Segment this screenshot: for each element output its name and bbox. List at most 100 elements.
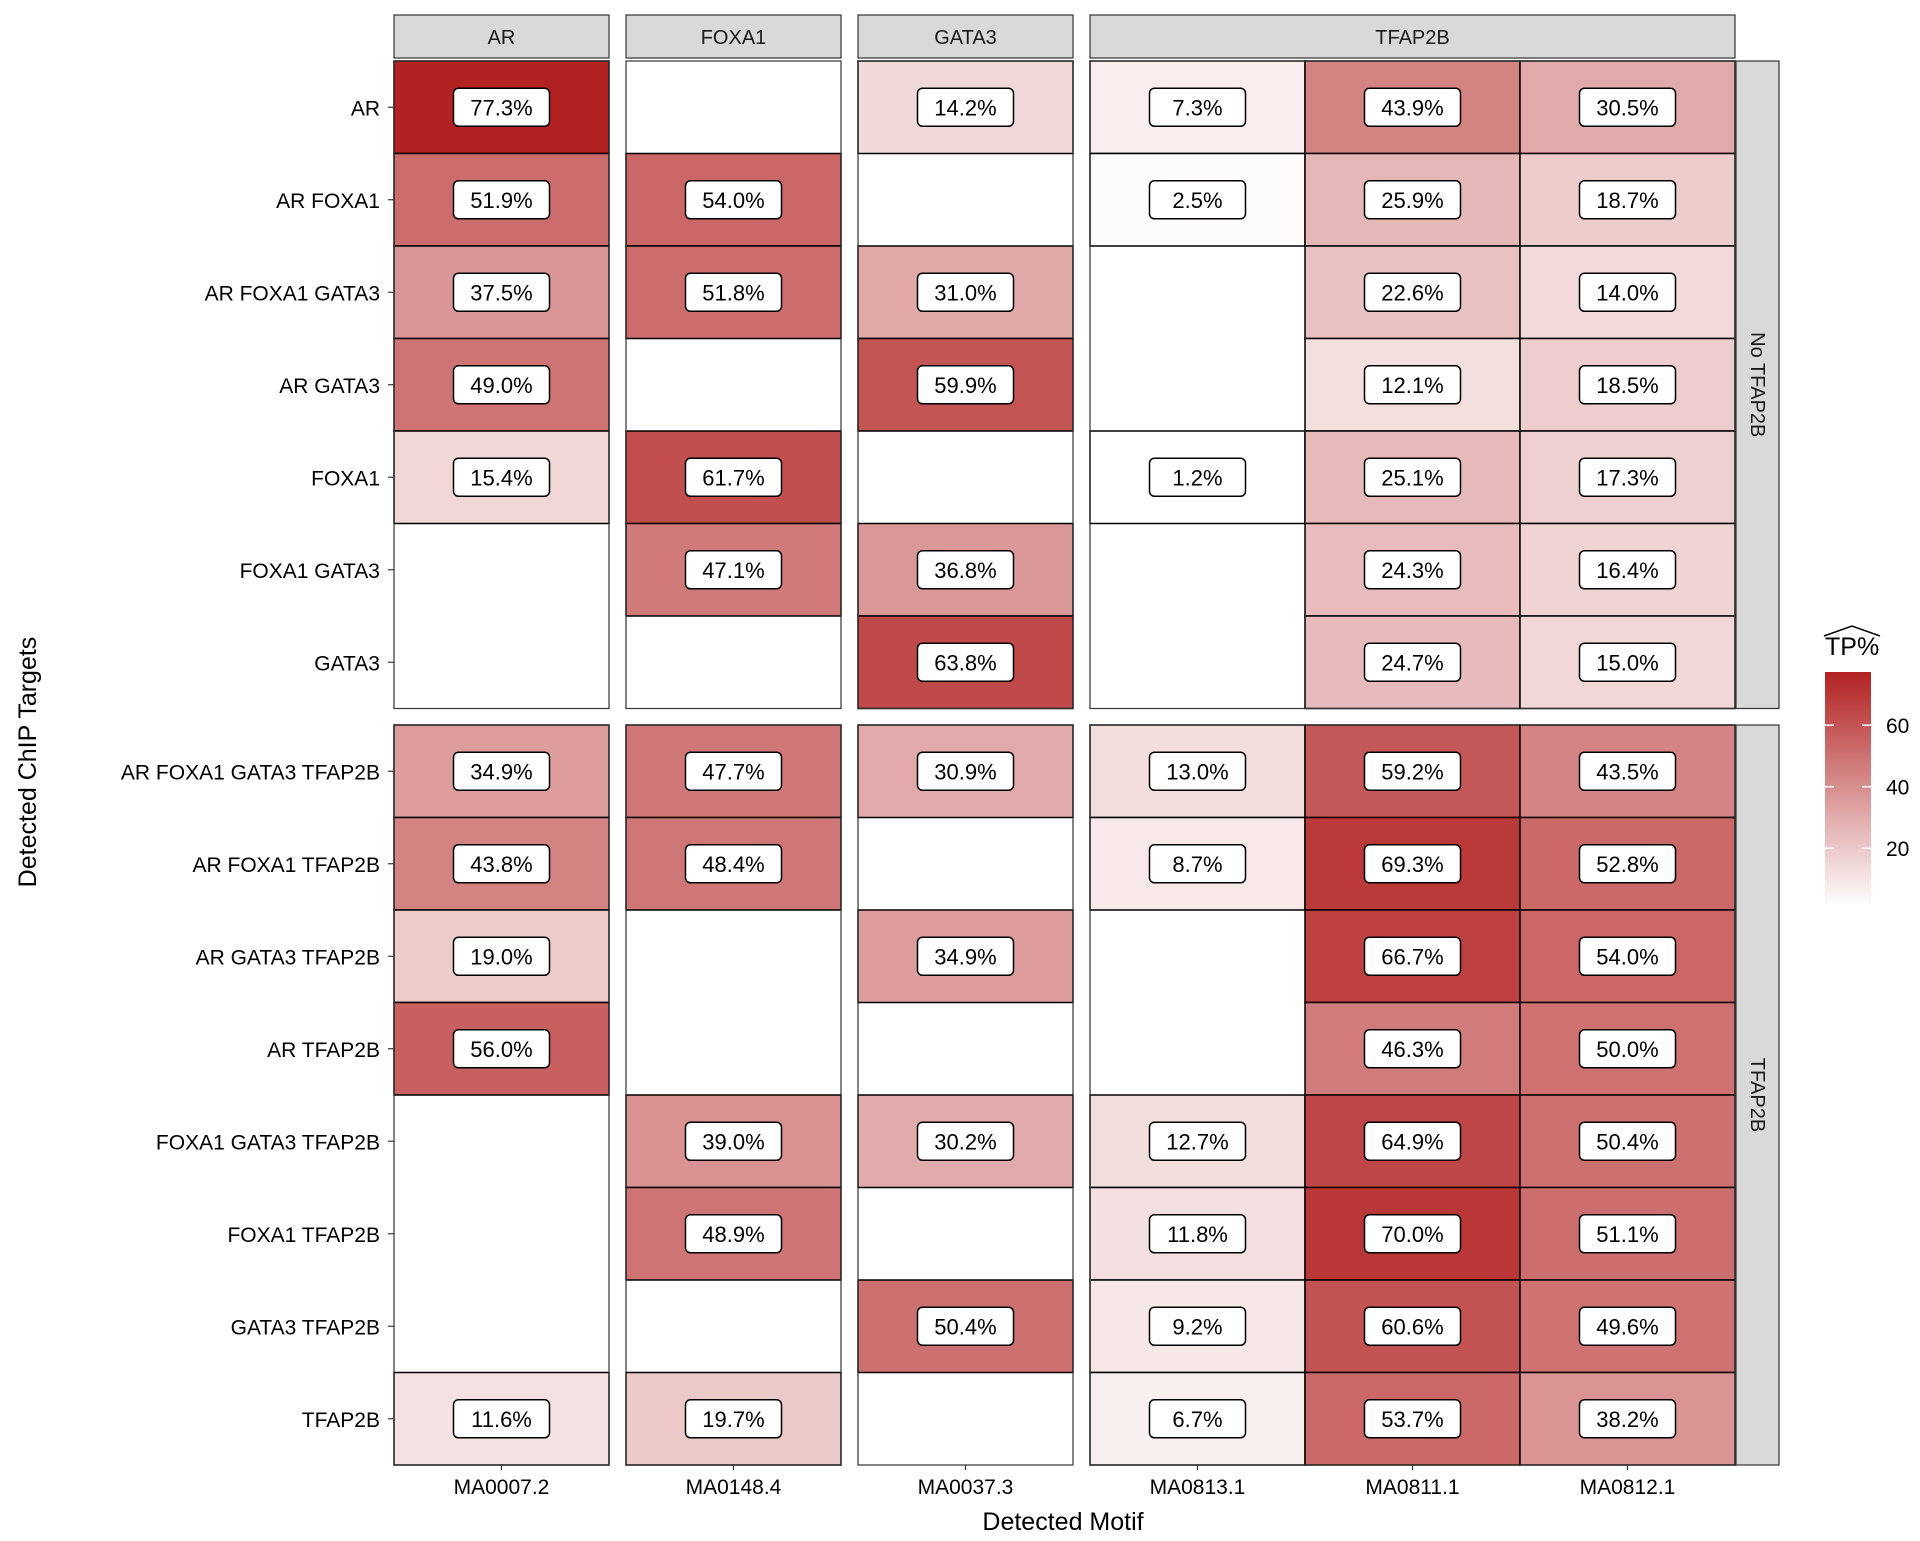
legend-tick-label: 20 — [1886, 838, 1909, 861]
column-facet-strip — [1089, 14, 1736, 59]
cell-value-label: 13.0% — [1166, 759, 1228, 784]
cell-label-box — [1363, 844, 1462, 884]
y-tick-label: FOXA1 GATA3 — [240, 560, 380, 583]
cell-value-label: 49.0% — [470, 373, 532, 398]
cell-label-box — [1148, 87, 1247, 127]
cell-label-box — [1578, 1121, 1677, 1161]
cell-value-label: 59.9% — [934, 373, 996, 398]
column-facet-strip — [393, 14, 610, 59]
cell-label-box — [916, 365, 1015, 405]
row-facet-strip — [1735, 724, 1780, 1466]
cell-label-box — [684, 457, 783, 497]
cell-label-box — [452, 936, 551, 976]
panel-border — [625, 724, 842, 1466]
x-tick-label: MA0037.3 — [918, 1476, 1014, 1499]
cell-value-label: 53.7% — [1381, 1407, 1443, 1432]
cell-value-label: 52.8% — [1596, 852, 1658, 877]
y-tick-label: FOXA1 — [311, 467, 380, 490]
cell-label-box — [1363, 1399, 1462, 1439]
cell-value-label: 50.0% — [1596, 1037, 1658, 1062]
cell-label-box — [1578, 550, 1677, 590]
y-tick-label: AR GATA3 — [279, 375, 380, 398]
cell-label-box — [916, 1306, 1015, 1346]
cell-value-label: 24.3% — [1381, 558, 1443, 583]
cell-label-box — [1148, 1399, 1247, 1439]
y-tick-label: FOXA1 TFAP2B — [227, 1224, 380, 1247]
cell-value-label: 16.4% — [1596, 558, 1658, 583]
heatmap-cell — [1089, 152, 1306, 247]
cell-label-box — [1363, 1306, 1462, 1346]
cell-label-box — [1578, 272, 1677, 312]
cell-value-label: 34.9% — [470, 759, 532, 784]
cell-value-label: 30.5% — [1596, 95, 1658, 120]
cell-value-label: 39.0% — [702, 1129, 764, 1154]
cell-label-box — [452, 844, 551, 884]
y-tick-label: AR GATA3 TFAP2B — [196, 946, 380, 969]
cell-value-label: 66.7% — [1381, 944, 1443, 969]
cell-label-box — [1363, 87, 1462, 127]
cell-label-box — [1363, 180, 1462, 220]
cell-label-box — [1578, 87, 1677, 127]
cell-value-label: 51.9% — [470, 188, 532, 213]
x-tick-label: MA0148.4 — [686, 1476, 782, 1499]
cell-label-box — [1578, 365, 1677, 405]
cell-label-box — [1148, 1121, 1247, 1161]
cell-label-box — [452, 751, 551, 791]
cell-value-label: 7.3% — [1172, 95, 1222, 120]
cell-value-label: 77.3% — [470, 95, 532, 120]
cell-value-label: 48.9% — [702, 1222, 764, 1247]
cell-label-box — [1578, 1306, 1677, 1346]
cell-label-box — [1363, 365, 1462, 405]
cell-value-label: 19.0% — [470, 944, 532, 969]
cell-label-box — [1578, 1029, 1677, 1069]
cell-value-label: 43.9% — [1381, 95, 1443, 120]
cell-value-label: 19.7% — [702, 1407, 764, 1432]
column-facet-label: FOXA1 — [701, 27, 767, 49]
cell-value-label: 15.4% — [470, 465, 532, 490]
cell-value-label: 47.7% — [702, 759, 764, 784]
cell-label-box — [684, 1399, 783, 1439]
cell-label-box — [452, 272, 551, 312]
cell-value-label: 69.3% — [1381, 852, 1443, 877]
column-facet-strip — [625, 14, 842, 59]
cell-label-box — [1363, 751, 1462, 791]
cell-value-label: 8.7% — [1172, 852, 1222, 877]
cell-value-label: 2.5% — [1172, 188, 1222, 213]
x-tick-label: MA0007.2 — [454, 1476, 550, 1499]
cell-label-box — [1148, 751, 1247, 791]
cell-value-label: 38.2% — [1596, 1407, 1658, 1432]
cell-label-box — [916, 87, 1015, 127]
cell-value-label: 14.0% — [1596, 280, 1658, 305]
cell-label-box — [1363, 272, 1462, 312]
cell-label-box — [452, 365, 551, 405]
cell-label-box — [684, 1214, 783, 1254]
cell-value-label: 17.3% — [1596, 465, 1658, 490]
cell-value-label: 47.1% — [702, 558, 764, 583]
x-axis-title: Detected Motif — [982, 1508, 1143, 1536]
cell-label-box — [684, 550, 783, 590]
cell-label-box — [1363, 642, 1462, 682]
cell-label-box — [1578, 1399, 1677, 1439]
cell-label-box — [916, 1121, 1015, 1161]
cell-label-box — [1148, 844, 1247, 884]
cell-label-box — [916, 936, 1015, 976]
cell-value-label: 30.9% — [934, 759, 996, 784]
cell-value-label: 54.0% — [702, 188, 764, 213]
panel-border — [393, 724, 610, 1466]
cell-label-box — [684, 751, 783, 791]
x-tick-label: MA0812.1 — [1580, 1476, 1676, 1499]
cell-label-box — [452, 457, 551, 497]
cell-value-label: 12.1% — [1381, 373, 1443, 398]
cell-value-label: 11.8% — [1167, 1222, 1228, 1247]
cell-label-box — [1363, 1029, 1462, 1069]
y-tick-label: AR FOXA1 — [276, 190, 380, 213]
panel-border — [1089, 60, 1736, 710]
cell-value-label: 12.7% — [1166, 1129, 1228, 1154]
column-facet-label: AR — [488, 27, 516, 49]
cell-label-box — [1578, 844, 1677, 884]
cell-label-box — [452, 87, 551, 127]
cell-value-label: 54.0% — [1596, 944, 1658, 969]
legend-tick-label: 40 — [1886, 777, 1909, 800]
cell-value-label: 25.1% — [1381, 465, 1443, 490]
